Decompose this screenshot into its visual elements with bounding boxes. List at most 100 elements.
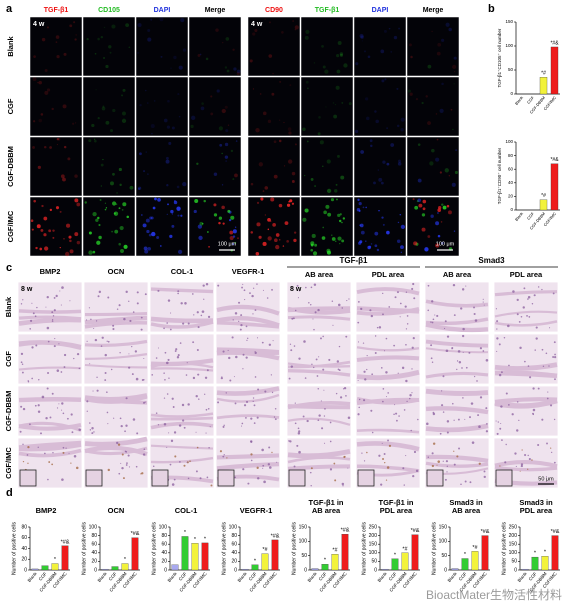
nucleus <box>362 342 365 344</box>
chart-title: TGF-β1 in <box>379 498 414 507</box>
cell-signal <box>439 108 444 113</box>
cell-signal <box>168 141 172 145</box>
cell-signal <box>384 78 387 81</box>
nucleus <box>62 446 65 449</box>
chart-title: AB area <box>312 506 341 515</box>
nucleus <box>500 405 503 408</box>
cell-signal <box>380 181 384 185</box>
cell-signal <box>282 245 285 247</box>
micrograph <box>82 136 136 197</box>
cell-signal <box>364 50 366 53</box>
cell-signal <box>33 120 36 123</box>
cell-signal <box>201 102 204 105</box>
cell-signal <box>414 205 419 210</box>
cell-signal <box>435 157 440 162</box>
bar <box>341 534 349 571</box>
scale-bar-label: 50 μm <box>538 476 554 482</box>
cell-signal <box>38 118 43 123</box>
nucleus <box>187 403 190 406</box>
tissue-fiber <box>84 436 148 447</box>
nucleus <box>514 452 517 455</box>
nucleus <box>537 443 540 447</box>
cell-signal <box>229 230 234 235</box>
nucleus <box>173 431 177 434</box>
cell-signal <box>177 249 183 254</box>
nucleus <box>537 286 540 288</box>
bar <box>191 543 199 571</box>
cell-signal <box>337 213 341 218</box>
cell-signal <box>44 90 49 95</box>
bar <box>251 564 259 571</box>
y-tick-label: 100 <box>509 550 518 556</box>
cell-signal <box>208 246 210 248</box>
nucleus <box>192 341 195 344</box>
cell-signal <box>35 246 38 250</box>
nucleus <box>157 289 160 292</box>
nucleus <box>329 468 333 471</box>
nucleus <box>309 471 312 474</box>
nucleus <box>323 389 325 391</box>
cell-signal <box>44 69 48 73</box>
bar <box>101 568 109 571</box>
nucleus <box>498 343 501 346</box>
nucleus <box>386 466 390 469</box>
cell-signal <box>74 38 77 41</box>
nucleus <box>94 338 98 342</box>
nucleus <box>304 377 307 379</box>
cell-signal <box>399 213 402 216</box>
nucleus <box>256 466 259 469</box>
cell-signal <box>234 241 237 244</box>
nucleus <box>231 336 234 339</box>
cell-signal <box>386 162 390 166</box>
nucleus <box>409 397 411 400</box>
nucleus <box>164 378 166 381</box>
cell-signal <box>43 145 47 149</box>
nucleus <box>164 351 167 354</box>
nucleus <box>460 483 462 486</box>
nucleus <box>374 335 377 337</box>
bar <box>531 556 539 571</box>
cell-signal <box>409 92 413 96</box>
cell-signal <box>102 105 105 108</box>
cell-signal <box>74 232 79 237</box>
cell-signal <box>194 199 199 203</box>
cell-signal <box>236 72 240 76</box>
cell-signal <box>340 175 345 180</box>
nucleus <box>403 409 406 411</box>
tissue-fiber <box>287 417 351 426</box>
nucleus <box>452 402 454 405</box>
nucleus <box>434 314 436 316</box>
nucleus <box>60 304 62 306</box>
y-tick-label: 150 <box>439 524 448 530</box>
nucleus <box>441 390 443 392</box>
nucleus <box>131 345 133 348</box>
nucleus <box>89 363 91 365</box>
nucleus <box>234 476 237 479</box>
cell-signal <box>191 115 196 121</box>
nucleus <box>93 327 95 330</box>
bar <box>331 554 339 571</box>
cell-signal <box>115 203 118 205</box>
nucleus <box>120 462 122 464</box>
nucleus <box>97 295 100 298</box>
nucleus <box>219 450 223 453</box>
chart-title: PDL area <box>520 506 553 515</box>
nucleus <box>166 446 168 448</box>
nucleus <box>550 451 553 454</box>
cell-signal <box>198 235 203 241</box>
chart-title: OCN <box>108 506 125 515</box>
cell-signal <box>224 105 228 109</box>
nucleus <box>384 461 386 464</box>
cell-signal <box>321 236 326 240</box>
tissue-fiber <box>425 347 489 354</box>
cell-signal <box>417 198 422 203</box>
nucleus <box>446 465 449 467</box>
cell-signal <box>400 251 402 253</box>
y-tick-label: 250 <box>509 524 518 530</box>
cell-signal <box>166 156 169 160</box>
nucleus <box>430 344 433 347</box>
micrograph <box>188 76 242 137</box>
cell-signal <box>32 146 35 149</box>
nucleus <box>185 374 188 376</box>
nucleus <box>345 395 347 397</box>
